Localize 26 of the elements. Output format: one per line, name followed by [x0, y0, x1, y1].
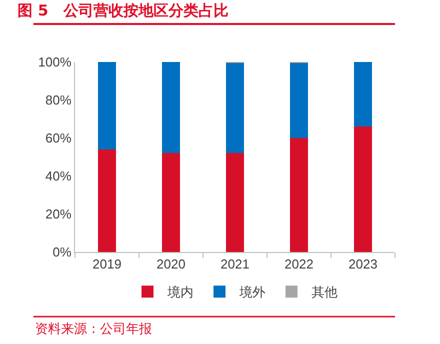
y-tick-label: 60%: [45, 130, 72, 146]
legend-label: 境外: [238, 284, 266, 301]
bar: [98, 149, 116, 252]
bar: [226, 62, 244, 154]
legend-label: 境内: [166, 284, 194, 301]
x-tick-label: 2020: [156, 256, 186, 272]
y-tick-label: 20%: [45, 206, 72, 222]
bar: [98, 62, 116, 150]
bar: [290, 138, 308, 252]
y-tick-label: 80%: [45, 92, 72, 108]
bar: [290, 62, 308, 138]
legend-label: 其他: [312, 286, 338, 301]
bar: [162, 62, 180, 154]
y-tick-label: 100%: [38, 54, 72, 70]
x-tick-label: 2023: [348, 256, 378, 272]
bar: [354, 62, 372, 127]
bar: [162, 153, 180, 252]
bar: [226, 153, 244, 252]
chart-title: 图 5 公司营收按地区分类占比: [18, 2, 228, 20]
text: 资料来源：公司年报: [35, 322, 152, 337]
x-tick-label: 2022: [284, 256, 314, 272]
x-tick-label: 2021: [220, 256, 250, 272]
y-tick-label: 0%: [52, 244, 72, 260]
x-tick-label: 2019: [92, 256, 122, 272]
y-tick-label: 40%: [45, 168, 72, 184]
bar: [354, 126, 372, 252]
